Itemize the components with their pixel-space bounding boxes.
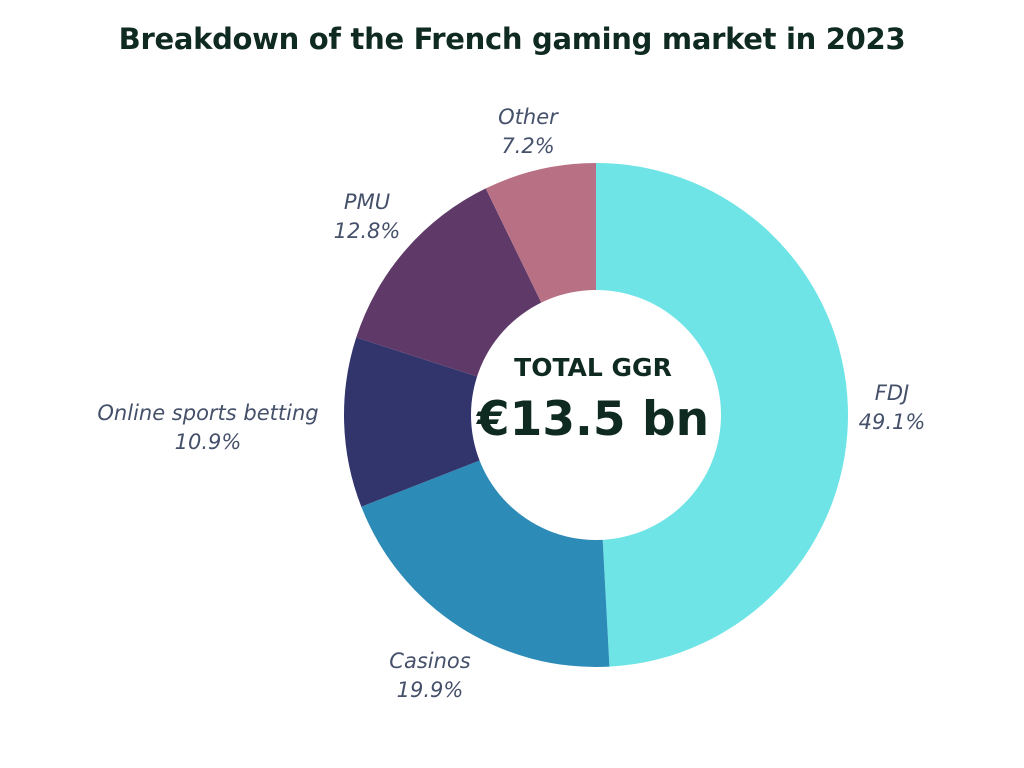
center-label: TOTAL GGR: [514, 353, 672, 382]
center-value: €13.5 bn: [476, 392, 709, 447]
slice-fdj: [596, 163, 848, 667]
slice-label-value: 19.9%: [397, 678, 464, 702]
slice-label-name: Other: [498, 105, 559, 129]
slice-label-name: Online sports betting: [97, 401, 318, 425]
slice-label-name: Casinos: [389, 649, 470, 673]
donut-hole: [471, 290, 721, 540]
slice-label-value: 12.8%: [334, 219, 401, 243]
slice-label-value: 49.1%: [859, 410, 926, 434]
slice-labels: FDJ 49.1% Casinos 19.9% Online sports bettin…: [97, 105, 925, 702]
slice-online-sports-betting: [344, 337, 596, 507]
slice-label-name: PMU: [344, 190, 390, 214]
slice-label-value: 10.9%: [175, 430, 242, 454]
slice-label-value: 7.2%: [501, 134, 554, 158]
slice-label-name: FDJ: [875, 381, 909, 405]
chart-title: Breakdown of the French gaming market in…: [118, 22, 906, 56]
